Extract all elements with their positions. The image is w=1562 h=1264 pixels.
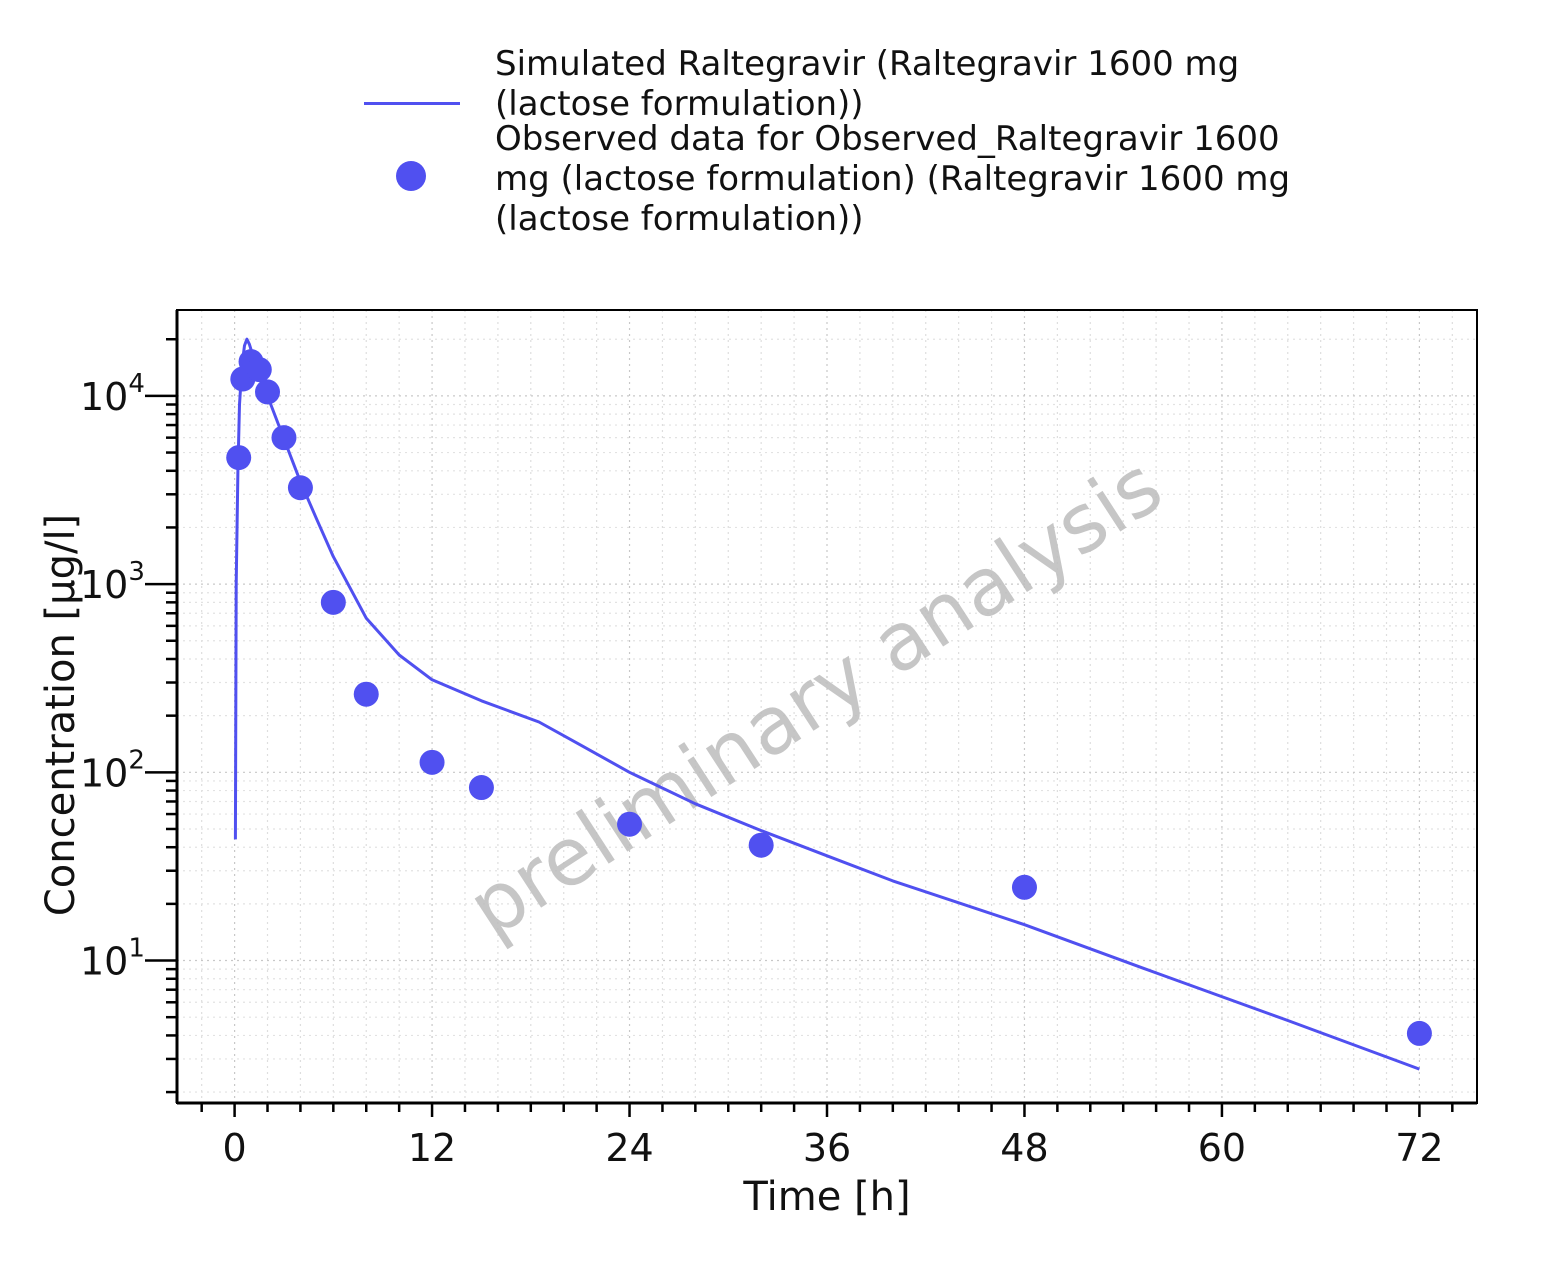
observed-data-point [419,749,445,775]
observed-data-point [748,832,774,858]
observed-data-point [468,775,494,801]
x-tick-label: 60 [1198,1126,1246,1170]
y-tick-label: 102 [80,745,145,795]
observed-data-point [246,357,272,383]
observed-data-point [255,379,281,405]
grid [177,310,1477,1103]
observed-data-point [353,681,379,707]
legend-label-observed: Observed data for Observed_Raltegravir 1… [495,119,1291,239]
y-axis-label: Concentration [µg/l] [38,514,84,916]
x-tick-label: 36 [803,1126,851,1170]
observed-data-point [617,811,643,837]
observed-data-point [1011,874,1037,900]
legend-line-swatch [364,102,460,105]
simulated-series-line [233,337,1420,1071]
x-tick-label: 72 [1395,1126,1443,1170]
observed-data-point [1406,1020,1432,1046]
legend: Simulated Raltegravir (Raltegravir 1600 … [360,44,1360,239]
legend-item-observed: Observed data for Observed_Raltegravir 1… [360,119,1360,239]
x-tick-label: 12 [408,1126,456,1170]
observed-data-point [271,425,297,451]
watermark-text: preliminary analysis [452,439,1178,955]
axes: 0 12 24 36 48 60 72 101 102 103 104 [80,310,1477,1170]
y-tick-label: 104 [80,369,145,419]
observed-data-point [287,475,313,501]
x-tick-label: 0 [223,1126,247,1170]
x-axis-label: Time [h] [742,1174,910,1220]
y-tick-label: 103 [80,557,145,607]
x-tick-label: 48 [1000,1126,1048,1170]
series-layer [226,337,1432,1071]
x-tick-label: 24 [605,1126,653,1170]
y-tick-label: 101 [80,934,145,984]
legend-item-simulated: Simulated Raltegravir (Raltegravir 1600 … [360,44,1360,124]
observed-data-point [226,445,252,471]
legend-dot-swatch [396,161,426,191]
observed-data-point [320,589,346,615]
legend-label-simulated: Simulated Raltegravir (Raltegravir 1600 … [495,44,1240,124]
